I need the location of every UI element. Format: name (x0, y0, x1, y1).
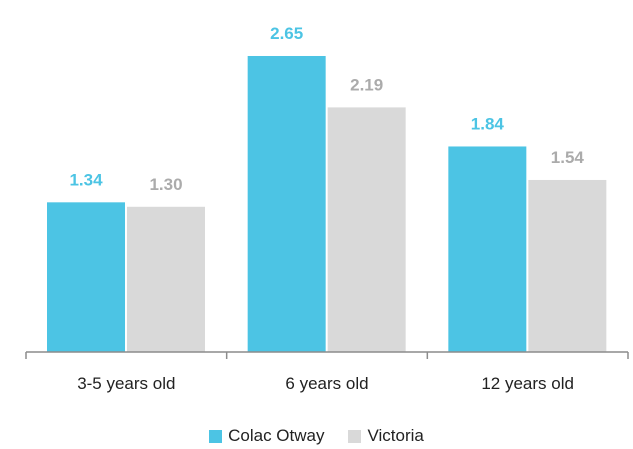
legend-item-victoria: Victoria (348, 426, 424, 446)
category-label-1: 3-5 years old (77, 374, 175, 393)
bars-group (47, 55, 607, 353)
category-label-3: 12 years old (481, 374, 574, 393)
value-label-victoria-3: 1.54 (551, 148, 585, 167)
bar-colac-otway-2 (247, 55, 326, 353)
bar-victoria-2 (327, 107, 406, 352)
value-label-colac-otway-3: 1.84 (471, 114, 505, 133)
legend-label-colac-otway: Colac Otway (228, 426, 325, 445)
legend-swatch-victoria (348, 429, 362, 443)
category-label-2: 6 years old (285, 374, 368, 393)
value-label-colac-otway-1: 1.34 (69, 170, 103, 189)
legend-label-victoria: Victoria (367, 426, 424, 445)
legend-item-colac-otway: Colac Otway (209, 426, 324, 446)
value-label-colac-otway-2: 2.65 (270, 24, 303, 43)
value-labels-group: 1.34 1.30 2.65 2.19 1.84 1.54 (69, 24, 584, 194)
value-label-victoria-1: 1.30 (149, 175, 182, 194)
bar-colac-otway-3 (448, 146, 527, 352)
bar-chart: 1.34 1.30 2.65 2.19 1.84 1.54 3-5 years old 6 … (25, 24, 629, 393)
legend: Colac Otway Victoria (0, 424, 633, 448)
bar-colac-otway-1 (47, 202, 125, 352)
bar-victoria-1 (127, 206, 205, 352)
value-label-victoria-2: 2.19 (350, 75, 383, 94)
x-axis: 3-5 years old 6 years old 12 years old (25, 351, 629, 393)
bar-victoria-3 (528, 179, 607, 352)
legend-swatch-colac-otway (209, 429, 223, 443)
